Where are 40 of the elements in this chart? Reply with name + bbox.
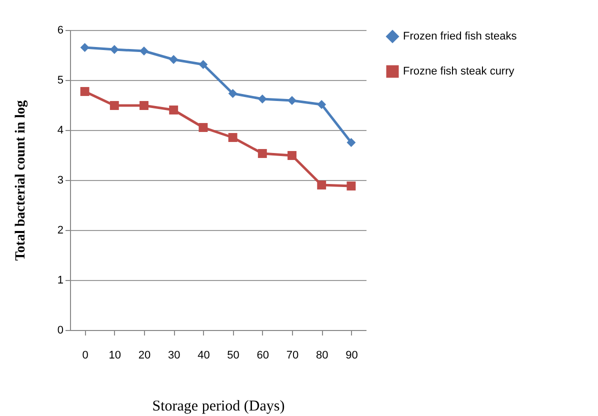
point [228, 89, 238, 98]
point [288, 96, 296, 105]
point [198, 60, 208, 69]
x-tick-label: 60 [256, 350, 270, 362]
point [317, 180, 326, 190]
point [169, 106, 178, 114]
x-tick-label: 30 [168, 350, 180, 362]
point [346, 138, 356, 147]
point [169, 55, 178, 64]
y-tick-label: 5 [57, 74, 64, 86]
point [140, 101, 148, 110]
x-tick-label: 50 [227, 350, 240, 362]
point [288, 151, 296, 160]
point [258, 94, 267, 104]
y-tick-label: 0 [57, 324, 64, 336]
point [140, 46, 148, 56]
point [258, 149, 267, 158]
x-tick-label: 40 [198, 350, 210, 362]
x-tick-label: 80 [316, 350, 328, 362]
y-tick-label: 2 [57, 224, 64, 236]
x-tick-label: 10 [108, 350, 122, 362]
point [80, 87, 90, 96]
point [110, 101, 119, 110]
y-tick-label: 1 [57, 274, 64, 286]
point [317, 100, 326, 109]
x-tick-label: 0 [82, 350, 88, 362]
y-axis-title: Total bacterial count in log [13, 100, 28, 261]
x-tick-label: 70 [286, 350, 299, 362]
legend-label: Frozen fried fish steaks [403, 30, 518, 42]
x-tick-label: 20 [138, 350, 151, 362]
point [198, 123, 208, 132]
y-tick-label: 3 [57, 174, 64, 186]
legend-label: Frozne fish steak curry [403, 66, 515, 78]
y-tick-label: 6 [57, 24, 64, 36]
point [80, 43, 90, 52]
point [346, 182, 356, 190]
x-axis-title: Storage period (Days) [152, 398, 285, 414]
point [228, 133, 238, 142]
x-tick-label: 90 [346, 350, 358, 362]
y-tick-label: 4 [57, 124, 64, 136]
